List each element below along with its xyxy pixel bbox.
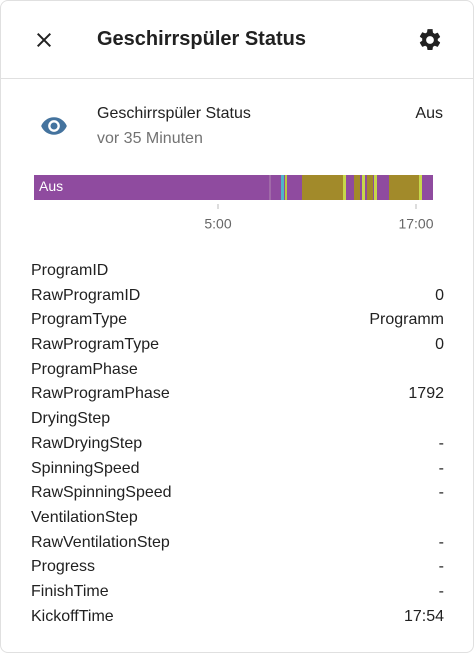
- attribute-value: -: [438, 582, 444, 600]
- timeline-segment: [374, 175, 377, 200]
- attribute-value: -: [438, 558, 444, 576]
- close-button[interactable]: [32, 28, 56, 52]
- attribute-row: ProgramType Programm: [31, 308, 444, 333]
- attribute-name: FinishTime: [31, 582, 109, 600]
- timeline-segment: [419, 175, 422, 200]
- attribute-name: RawSpinningSpeed: [31, 484, 172, 502]
- timeline-segment: [343, 175, 346, 200]
- attribute-name: RawDryingStep: [31, 434, 143, 452]
- attribute-row: SpinningSpeed -: [31, 457, 444, 482]
- attribute-row: Progress -: [31, 555, 444, 580]
- attribute-name: RawVentilationStep: [31, 533, 170, 551]
- attribute-value: -: [438, 484, 444, 502]
- timeline-bar: [34, 175, 433, 200]
- attributes-list: ProgramID RawProgramID 0 ProgramType Program…: [31, 259, 444, 629]
- dialog-title: Geschirrspüler Status: [97, 28, 306, 50]
- timeline-segment: [281, 175, 284, 200]
- attribute-name: ProgramPhase: [31, 360, 138, 378]
- attribute-name: ProgramID: [31, 262, 109, 279]
- timeline-segment: [367, 175, 373, 200]
- attribute-row: RawProgramType 0: [31, 333, 444, 358]
- axis-label: 5:00: [204, 216, 231, 232]
- timeline-segment: [269, 175, 271, 200]
- timeline-segment: [354, 175, 360, 200]
- attribute-name: KickoffTime: [31, 607, 114, 625]
- dialog-header: Geschirrspüler Status: [1, 1, 473, 79]
- axis-label: 17:00: [398, 216, 433, 232]
- attribute-row: RawVentilationStep -: [31, 531, 444, 556]
- attribute-row: RawProgramPhase 1792: [31, 382, 444, 407]
- attribute-value: 0: [435, 286, 444, 304]
- attribute-row: RawProgramID 0: [31, 284, 444, 309]
- attribute-value: Programm: [369, 311, 444, 329]
- attribute-row: ProgramID: [31, 259, 444, 284]
- attribute-row: RawSpinningSpeed -: [31, 481, 444, 506]
- timeline-segment: [362, 175, 365, 200]
- timeline-segment: [302, 175, 343, 200]
- attribute-value: 17:54: [403, 607, 444, 625]
- entity-name: Geschirrspüler Status: [97, 105, 251, 122]
- attribute-name: VentilationStep: [31, 508, 138, 526]
- entity-icon: [41, 117, 67, 135]
- attribute-value: 0: [435, 336, 444, 354]
- attribute-row: ProgramPhase: [31, 358, 444, 383]
- attribute-value: -: [438, 459, 444, 477]
- timeline-label: Aus: [39, 178, 63, 194]
- attribute-row: KickoffTime 17:54: [31, 605, 444, 630]
- attribute-value: 1792: [408, 385, 444, 403]
- attribute-name: DryingStep: [31, 410, 111, 428]
- attribute-row: RawDryingStep -: [31, 432, 444, 457]
- entity-state: Aus: [415, 105, 443, 122]
- timeline-segment: [389, 175, 419, 200]
- attribute-name: RawProgramID: [31, 286, 141, 304]
- history-timeline: Aus 5:00 17:00: [34, 175, 434, 232]
- attribute-name: SpinningSpeed: [31, 459, 140, 477]
- attribute-value: -: [438, 434, 444, 452]
- attribute-name: RawProgramType: [31, 336, 160, 354]
- attribute-name: RawProgramPhase: [31, 385, 170, 403]
- attribute-name: Progress: [31, 558, 96, 576]
- attribute-row: FinishTime -: [31, 580, 444, 605]
- last-changed: vor 35 Minuten: [97, 130, 203, 147]
- attribute-name: ProgramType: [31, 311, 128, 329]
- attribute-row: DryingStep: [31, 407, 444, 432]
- timeline-segment: [285, 175, 287, 200]
- settings-button[interactable]: [417, 27, 443, 53]
- attribute-row: VentilationStep: [31, 506, 444, 531]
- attribute-value: -: [438, 533, 444, 551]
